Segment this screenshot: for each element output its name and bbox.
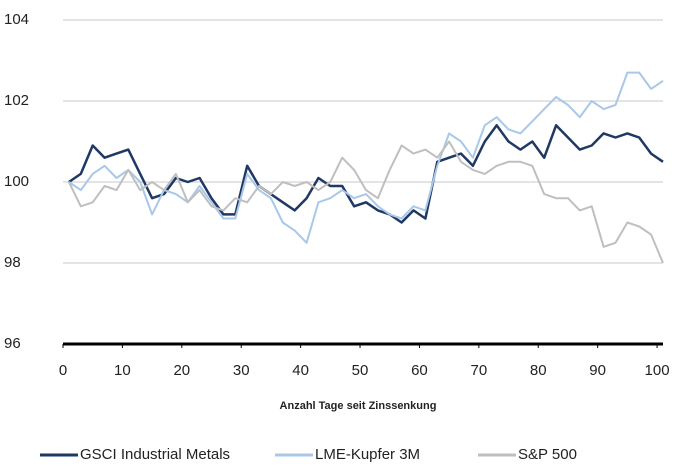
series-line bbox=[68, 140, 664, 264]
y-tick-label: 104 bbox=[4, 11, 29, 28]
legend-item: S&P 500 bbox=[478, 446, 577, 463]
x-tick-label: 80 bbox=[530, 362, 547, 379]
x-tick-label: 0 bbox=[59, 362, 67, 379]
x-tick-label: 20 bbox=[173, 362, 190, 379]
x-tick-label: 90 bbox=[589, 362, 606, 379]
series-line bbox=[68, 124, 664, 224]
x-tick-label: 100 bbox=[645, 362, 670, 379]
x-tick-label: 50 bbox=[352, 362, 369, 379]
y-tick-label: 102 bbox=[4, 92, 29, 109]
y-tick-label: 96 bbox=[4, 335, 21, 352]
y-tick-label: 100 bbox=[4, 173, 29, 190]
legend-item: LME-Kupfer 3M bbox=[275, 446, 420, 463]
x-tick-label: 40 bbox=[292, 362, 309, 379]
x-axis-label: Anzahl Tage seit Zinssenkung bbox=[280, 400, 437, 412]
x-tick-label: 70 bbox=[470, 362, 487, 379]
x-tick-label: 60 bbox=[411, 362, 428, 379]
x-tick-label: 30 bbox=[233, 362, 250, 379]
series-line bbox=[68, 71, 664, 244]
legend-label: S&P 500 bbox=[518, 446, 577, 463]
legend-item: GSCI Industrial Metals bbox=[40, 446, 230, 463]
y-tick-label: 98 bbox=[4, 254, 21, 271]
legend-label: LME-Kupfer 3M bbox=[315, 446, 420, 463]
legend-label: GSCI Industrial Metals bbox=[80, 446, 230, 463]
x-tick-label: 10 bbox=[114, 362, 131, 379]
